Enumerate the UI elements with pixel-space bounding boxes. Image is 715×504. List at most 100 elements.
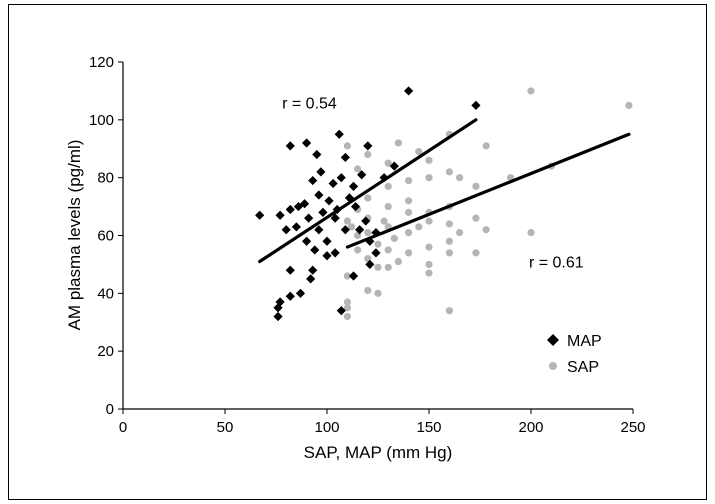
sap-point xyxy=(527,229,535,237)
y-tick-label: 120 xyxy=(89,54,114,71)
map-point xyxy=(363,141,373,151)
sap-point xyxy=(415,148,423,156)
sap-point xyxy=(374,289,382,297)
sap-point xyxy=(364,229,372,237)
ticks: 0 50 100 150 200 250 0 20 40 60 80 100 120 xyxy=(89,54,646,436)
sap-point xyxy=(364,286,372,295)
y-tick-label: 80 xyxy=(97,170,114,187)
map-point xyxy=(293,201,304,212)
sap-point xyxy=(472,249,480,257)
map-point xyxy=(330,213,340,223)
sap-point xyxy=(482,142,490,150)
sap-point xyxy=(343,272,351,280)
sap-point xyxy=(405,197,413,205)
sap-point xyxy=(347,223,356,231)
sap-point xyxy=(472,214,480,222)
map-point xyxy=(324,196,334,206)
sap-point xyxy=(405,208,413,216)
sap-point xyxy=(405,229,413,237)
map-point xyxy=(348,181,359,191)
map-point xyxy=(355,225,365,235)
map-point xyxy=(318,207,328,217)
map-point xyxy=(302,138,312,148)
sap-regression-line xyxy=(345,132,631,249)
sap-point xyxy=(456,229,464,237)
map-point xyxy=(365,236,375,246)
sap-point xyxy=(527,87,535,95)
sap-point xyxy=(343,217,351,225)
map-point xyxy=(285,204,295,215)
map-point xyxy=(322,236,332,246)
map-point xyxy=(471,100,481,110)
map-point xyxy=(281,225,291,235)
sap-point xyxy=(456,174,464,182)
sap-point xyxy=(445,307,453,315)
sap-point xyxy=(482,226,490,234)
sap-point xyxy=(394,257,402,266)
sap-point xyxy=(343,142,351,150)
map-point xyxy=(361,216,371,226)
map-point xyxy=(336,173,346,183)
map-point xyxy=(314,190,324,200)
map-point xyxy=(330,248,340,258)
sap-points xyxy=(343,87,633,321)
sap-point xyxy=(384,263,392,271)
map-point xyxy=(304,213,314,223)
map-point xyxy=(348,271,359,281)
map-point xyxy=(310,245,320,255)
sap-correlation-label: r = 0.61 xyxy=(529,254,584,271)
sap-point xyxy=(384,182,392,190)
sap-point xyxy=(445,220,453,228)
sap-point xyxy=(445,249,453,257)
map-point xyxy=(285,141,295,151)
sap-point xyxy=(374,240,382,248)
map-point xyxy=(306,274,316,284)
map-point xyxy=(357,170,367,180)
x-tick-label: 250 xyxy=(620,419,645,436)
sap-point xyxy=(405,176,413,185)
map-point xyxy=(340,152,350,163)
sap-point xyxy=(394,139,402,147)
y-tick-label: 40 xyxy=(97,285,114,302)
map-point xyxy=(328,178,338,189)
sap-point xyxy=(405,249,413,257)
map-point xyxy=(350,201,361,212)
sap-point xyxy=(354,246,362,254)
map-point xyxy=(275,210,285,220)
sap-point xyxy=(445,168,453,176)
map-point xyxy=(334,129,344,139)
sap-point xyxy=(384,159,392,167)
sap-point xyxy=(390,234,398,242)
regression-lines xyxy=(258,118,631,264)
sap-point xyxy=(625,101,633,109)
map-point xyxy=(404,86,414,96)
map-point xyxy=(371,248,381,258)
map-point xyxy=(336,306,346,316)
sap-point xyxy=(354,165,362,173)
y-tick-label: 0 xyxy=(106,401,114,418)
x-tick-label: 50 xyxy=(217,419,234,436)
map-point xyxy=(371,228,381,238)
x-tick-label: 200 xyxy=(518,419,543,436)
map-point xyxy=(273,303,283,313)
map-points xyxy=(255,86,481,322)
sap-point xyxy=(425,174,433,182)
map-point xyxy=(255,210,265,220)
legend: MAP SAP xyxy=(547,333,602,376)
map-point xyxy=(308,265,318,275)
sap-point xyxy=(425,156,433,164)
sap-point xyxy=(425,260,433,269)
map-point xyxy=(316,167,326,177)
figure-frame xyxy=(8,4,707,500)
sap-point xyxy=(384,246,392,254)
map-point xyxy=(322,251,332,261)
map-correlation-label: r = 0.54 xyxy=(282,95,337,112)
map-point xyxy=(365,259,375,270)
sap-point xyxy=(415,223,423,231)
map-regression-line xyxy=(258,118,478,264)
sap-point xyxy=(364,194,372,202)
map-point xyxy=(314,225,324,235)
sap-point xyxy=(364,150,372,159)
sap-point xyxy=(343,304,351,312)
sap-point xyxy=(384,202,392,211)
